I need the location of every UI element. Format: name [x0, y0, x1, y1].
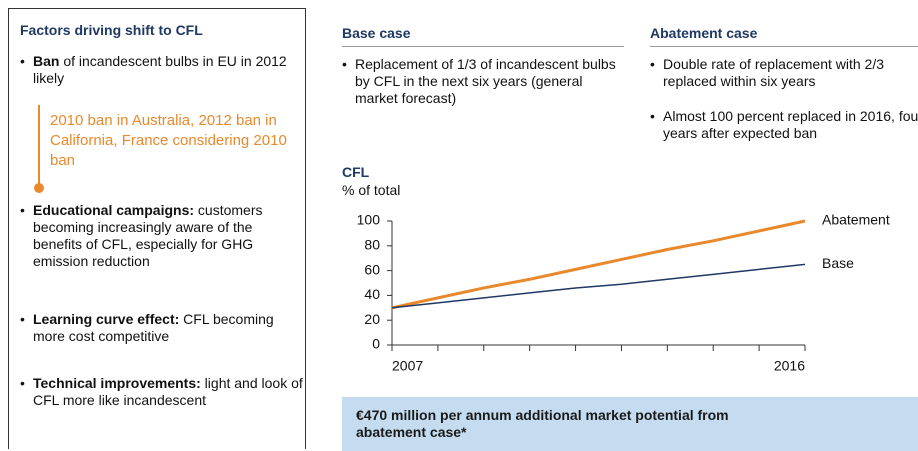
chart-subtitle: % of total — [342, 182, 401, 198]
callout-line — [38, 105, 40, 185]
rule — [650, 46, 918, 47]
bullet-text: of incandescent bulbs in EU in 2012 like… — [33, 53, 287, 86]
chart-title: CFL — [342, 164, 370, 180]
x-tick-label: 2007 — [392, 358, 423, 374]
bullet: Learning curve effect: CFL becoming more… — [20, 311, 303, 345]
bullet-text: light and look of CFL more like incandes… — [33, 375, 303, 408]
chart: 0 20 40 60 80 100 2007 2016 Abatement Base — [357, 212, 890, 374]
x-tick-label: 2016 — [774, 358, 805, 374]
y-tick-label: 20 — [364, 311, 380, 327]
footer-box — [342, 397, 918, 451]
y-tick-label: 40 — [364, 286, 380, 302]
bullet-bold: Technical improvements: — [33, 375, 201, 391]
series-line — [391, 219, 806, 310]
bullet-text: CFL becoming more cost competitive — [33, 311, 274, 344]
left-panel — [8, 8, 306, 449]
left-title: Factors driving shift to CFL — [20, 22, 203, 38]
y-tick-label: 100 — [357, 212, 381, 228]
bullet: Ban of incandescent bulbs in EU in 2012 … — [20, 53, 303, 87]
footer-text: €470 million per annum additional market… — [356, 407, 729, 440]
y-tick-label: 0 — [372, 336, 380, 352]
bullet: Technical improvements: light and look o… — [20, 375, 303, 409]
y-tick-label: 60 — [364, 261, 380, 277]
series-label: Abatement — [822, 212, 890, 228]
callout: 2010 ban in Australia, 2012 ban in Calif… — [50, 112, 287, 169]
bullet: Almost 100 percent replaced in 2016, fou… — [650, 108, 918, 142]
bullet-bold: Learning curve effect: — [33, 311, 180, 327]
y-tick-label: 80 — [364, 237, 380, 253]
base-title: Base case — [342, 25, 411, 41]
bullet-bold: Ban — [33, 53, 60, 69]
abatement-title: Abatement case — [650, 25, 758, 41]
series-label: Base — [822, 255, 854, 271]
bullet-text: customers becoming increasingly aware of… — [33, 202, 263, 269]
bullet: Double rate of replacement with 2/3 repl… — [650, 56, 918, 90]
rule — [342, 46, 624, 47]
callout-dot — [34, 183, 44, 193]
bullet: Replacement of 1/3 of incandescent bulbs… — [342, 56, 625, 107]
series-line — [391, 263, 806, 309]
bullet: Educational campaigns: customers becomin… — [20, 202, 303, 270]
bullet-bold: Educational campaigns: — [33, 202, 195, 218]
